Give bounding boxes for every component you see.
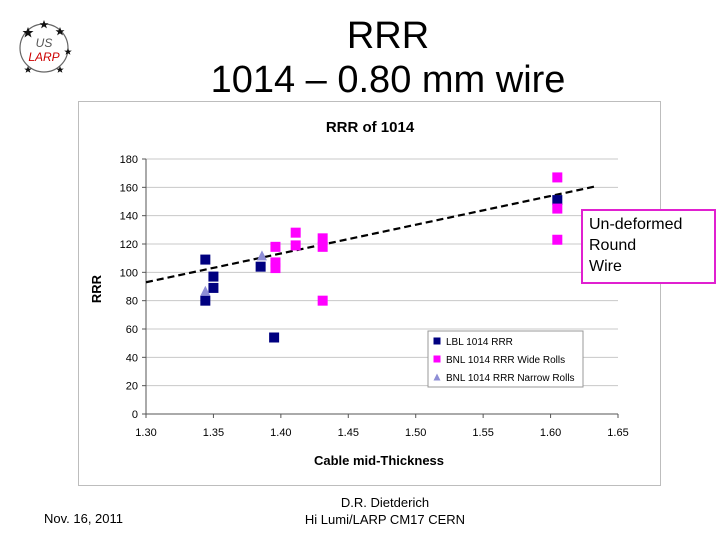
chart-legend: LBL 1014 RRR BNL 1014 RRR Wide Rolls BNL 1…	[427, 330, 584, 388]
data-point-series-1	[208, 271, 219, 282]
footer-author: D.R. Dietderich Hi Lumi/LARP CM17 CERN	[280, 494, 490, 528]
legend-label-3: BNL 1014 RRR Narrow Rolls	[446, 373, 575, 384]
x-tick-label: 1.35	[203, 427, 224, 439]
x-tick-label: 1.50	[405, 427, 426, 439]
legend-box	[427, 330, 584, 388]
callout-line-1: Un-deformed	[589, 216, 683, 233]
y-tick-label: 140	[120, 211, 138, 223]
legend-label-2: BNL 1014 RRR Wide Rolls	[446, 355, 565, 366]
logo-stars	[22, 20, 72, 73]
legend-marker-3	[433, 373, 441, 381]
data-point-series-1	[200, 295, 211, 306]
legend-marker-1	[433, 337, 441, 345]
x-tick-label: 1.40	[270, 427, 291, 439]
data-point-series-3	[200, 285, 211, 296]
y-tick-label: 40	[126, 352, 138, 364]
slide-title-line2: 1014 – 0.80 mm wire	[210, 59, 566, 101]
data-point-series-2	[317, 233, 328, 244]
data-point-series-1	[200, 254, 211, 265]
legend-marker-2	[433, 355, 441, 363]
y-tick-label: 120	[120, 239, 138, 251]
x-tick-label: 1.55	[472, 427, 493, 439]
x-axis-label: Cable mid-Thickness	[314, 453, 444, 468]
trendline	[145, 184, 599, 284]
us-larp-logo: US LARP	[19, 20, 72, 73]
legend-label-1: LBL 1014 RRR	[446, 337, 513, 348]
data-point-series-2	[290, 227, 301, 238]
data-point-series-2	[270, 263, 281, 274]
data-point-series-2	[552, 172, 563, 183]
footer-date: Nov. 16, 2011	[44, 511, 124, 526]
y-tick-label: 60	[126, 324, 138, 336]
x-tick-label: 1.65	[607, 427, 628, 439]
y-tick-label: 0	[132, 409, 138, 421]
callout-line-2: Round	[589, 237, 637, 254]
data-point-series-2	[317, 241, 328, 252]
y-tick-label: 80	[126, 296, 138, 308]
callout-undeformed-wire: Un-deformed Round Wire	[581, 209, 716, 284]
data-point-series-1	[269, 332, 280, 343]
data-point-series-1	[255, 261, 266, 272]
data-point-series-2	[270, 257, 281, 268]
data-point-series-2	[552, 203, 563, 214]
x-tick-label: 1.60	[540, 427, 561, 439]
logo-text-us: US	[36, 36, 53, 50]
logo-text-larp: LARP	[28, 50, 59, 64]
axis-ticks: 0 20 40 60 80 100 120 140 160 180 1.30 1.35 1.40 1.45…	[120, 154, 629, 439]
footer-author-name: D.R. Dietderich	[340, 495, 430, 510]
y-tick-label: 180	[120, 154, 138, 166]
slide-title-line1: RRR	[346, 15, 430, 57]
x-tick-label: 1.45	[338, 427, 359, 439]
y-tick-label: 160	[120, 182, 138, 194]
data-point-series-2	[290, 240, 301, 251]
data-points	[200, 172, 563, 343]
data-point-series-2	[270, 241, 281, 252]
slide-title: RRR 1014 – 0.80 mm wire	[150, 14, 626, 102]
data-point-series-1	[208, 282, 219, 293]
data-point-series-3	[256, 250, 267, 261]
y-axis-label: RRR	[89, 274, 104, 303]
data-point-series-2	[317, 295, 328, 306]
y-tick-label: 20	[126, 381, 138, 393]
chart-svg: 0 20 40 60 80 100 120 140 160 180 1.30 1.35 1.40 1.45…	[89, 119, 629, 468]
footer-author-event: Hi Lumi/LARP CM17 CERN	[304, 512, 466, 527]
x-tick-label: 1.30	[135, 427, 156, 439]
y-tick-label: 100	[120, 267, 138, 279]
chart-frame: 0 20 40 60 80 100 120 140 160 180 1.30 1.35 1.40 1.45…	[78, 101, 661, 486]
data-point-series-1	[552, 195, 563, 206]
callout-line-3: Wire	[589, 258, 622, 275]
data-point-series-2	[552, 234, 563, 245]
chart-title: RRR of 1014	[326, 119, 415, 136]
